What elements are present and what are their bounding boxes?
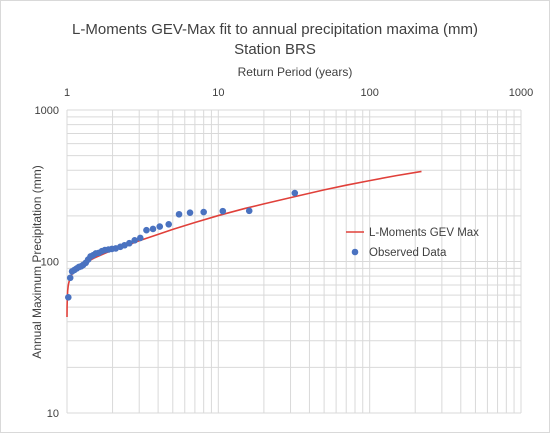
legend-label-observed: Observed Data xyxy=(369,247,447,259)
chart-subtitle: Station BRS xyxy=(234,41,316,58)
legend-label-gev-fit: L-Moments GEV Max xyxy=(369,227,479,239)
data-point-observed-23 xyxy=(136,234,144,242)
data-point-observed-1 xyxy=(66,274,74,282)
data-point-observed-25 xyxy=(149,225,157,233)
data-point-observed-22 xyxy=(131,237,138,244)
points-layer xyxy=(65,189,299,301)
y-tick-label-0: 10 xyxy=(47,408,59,420)
data-point-observed-26 xyxy=(156,223,164,230)
x-tick-label-0: 1 xyxy=(64,87,70,99)
data-point-observed-29 xyxy=(186,209,194,216)
data-point-observed-31 xyxy=(219,207,227,215)
x-tick-label-3: 1000 xyxy=(509,87,533,99)
y-tick-label-2: 1000 xyxy=(35,105,59,117)
x-tick-label-1: 10 xyxy=(212,87,224,99)
chart-title: L-Moments GEV-Max fit to annual precipit… xyxy=(72,21,478,38)
legend-swatch-observed xyxy=(351,248,359,256)
x-tick-label-2: 100 xyxy=(360,87,378,99)
data-point-observed-32 xyxy=(245,207,253,215)
legend: L-Moments GEV Max Observed Data xyxy=(346,227,479,259)
data-point-observed-0 xyxy=(65,294,72,301)
x-axis-label: Return Period (years) xyxy=(238,65,353,79)
tick-labels: 1 10 100 1000 10 100 1000 xyxy=(35,87,534,420)
data-point-observed-27 xyxy=(165,221,173,228)
data-point-observed-24 xyxy=(143,226,150,234)
data-point-observed-21 xyxy=(125,239,133,247)
y-axis-label: Annual Maximum Precipitation (mm) xyxy=(30,165,44,358)
y-tick-label-1: 100 xyxy=(41,257,59,269)
data-point-observed-28 xyxy=(175,210,183,218)
grid xyxy=(66,109,522,414)
data-point-observed-30 xyxy=(200,208,207,216)
data-point-observed-33 xyxy=(291,189,299,197)
